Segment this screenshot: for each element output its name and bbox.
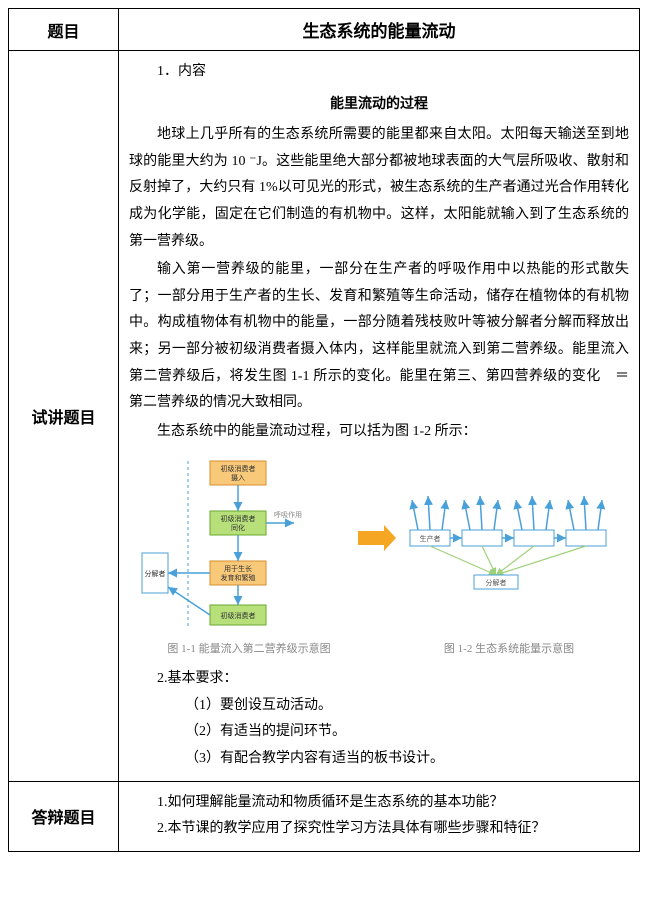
header-title: 生态系统的能量流动 <box>119 9 640 51</box>
svg-text:初级消费者: 初级消费者 <box>221 611 256 620</box>
svg-text:分解者: 分解者 <box>145 569 166 578</box>
svg-text:初级消费者: 初级消费者 <box>221 464 256 473</box>
req3: （3）有配合教学内容有适当的板书设计。 <box>129 746 629 773</box>
lecture-label: 试讲题目 <box>9 51 119 782</box>
header-label: 题目 <box>9 9 119 51</box>
section1-title: 能里流动的过程 <box>129 90 629 117</box>
qa-q2: 2.本节课的教学应用了探究性学习方法具体有哪些步骤和特征？ <box>129 816 629 843</box>
svg-text:呼吸作用: 呼吸作用 <box>274 510 302 519</box>
req2: （2）有适当的提问环节。 <box>129 719 629 746</box>
qa-q1: 1.如何理解能量流动和物质循环是生态系统的基本功能？ <box>129 790 629 817</box>
caption2: 图 1-2 生态系统能量示意图 <box>389 639 629 660</box>
svg-text:同化: 同化 <box>231 523 245 532</box>
qa-content: 1.如何理解能量流动和物质循环是生态系统的基本功能？ 2.本节课的教学应用了探究… <box>129 790 629 843</box>
captions-row: 图 1-1 能量流入第二营养级示意图 图 1-2 生态系统能量示意图 <box>129 639 629 660</box>
para3: 生态系统中的能量流动过程，可以括为图 1-2 所示： <box>129 419 629 446</box>
para1: 地球上几乎所有的生态系统所需要的能里都来自太阳。太阳每天输送至到地球的能里大约为… <box>129 122 629 255</box>
lecture-content: 1．内容 能里流动的过程 地球上几乎所有的生态系统所需要的能里都来自太阳。太阳每… <box>129 59 629 773</box>
qa-label: 答辩题目 <box>9 781 119 851</box>
lecture-row: 试讲题目 1．内容 能里流动的过程 地球上几乎所有的生态系统所需要的能里都来自太… <box>9 51 640 782</box>
diagram-1: 初级消费者摄入初级消费者同化用于生长发育和繁殖初级消费者分解者呼吸作用 <box>134 455 334 635</box>
svg-text:用于生长: 用于生长 <box>224 564 252 573</box>
svg-text:生产者: 生产者 <box>420 534 441 543</box>
diagram-2: 生产者分解者 <box>354 455 624 605</box>
diagrams-row: 初级消费者摄入初级消费者同化用于生长发育和繁殖初级消费者分解者呼吸作用 生产者分… <box>129 455 629 635</box>
req1: （1）要创设互动活动。 <box>129 693 629 720</box>
lecture-content-cell: 1．内容 能里流动的过程 地球上几乎所有的生态系统所需要的能里都来自太阳。太阳每… <box>119 51 640 782</box>
svg-text:摄入: 摄入 <box>231 473 245 482</box>
main-table: 题目 生态系统的能量流动 试讲题目 1．内容 能里流动的过程 地球上几乎所有的生… <box>8 8 640 852</box>
header-row: 题目 生态系统的能量流动 <box>9 9 640 51</box>
qa-row: 答辩题目 1.如何理解能量流动和物质循环是生态系统的基本功能？ 2.本节课的教学… <box>9 781 640 851</box>
svg-text:发育和繁殖: 发育和繁殖 <box>221 573 256 582</box>
req-title: 2.基本要求： <box>129 666 629 693</box>
para2: 输入第一营养级的能里，一部分在生产者的呼吸作用中以热能的形式散失了；一部分用于生… <box>129 257 629 417</box>
svg-text:分解者: 分解者 <box>486 578 507 587</box>
caption1: 图 1-1 能量流入第二营养级示意图 <box>129 639 369 660</box>
svg-text:初级消费者: 初级消费者 <box>221 514 256 523</box>
section1-num: 1．内容 <box>129 59 629 86</box>
qa-content-cell: 1.如何理解能量流动和物质循环是生态系统的基本功能？ 2.本节课的教学应用了探究… <box>119 781 640 851</box>
